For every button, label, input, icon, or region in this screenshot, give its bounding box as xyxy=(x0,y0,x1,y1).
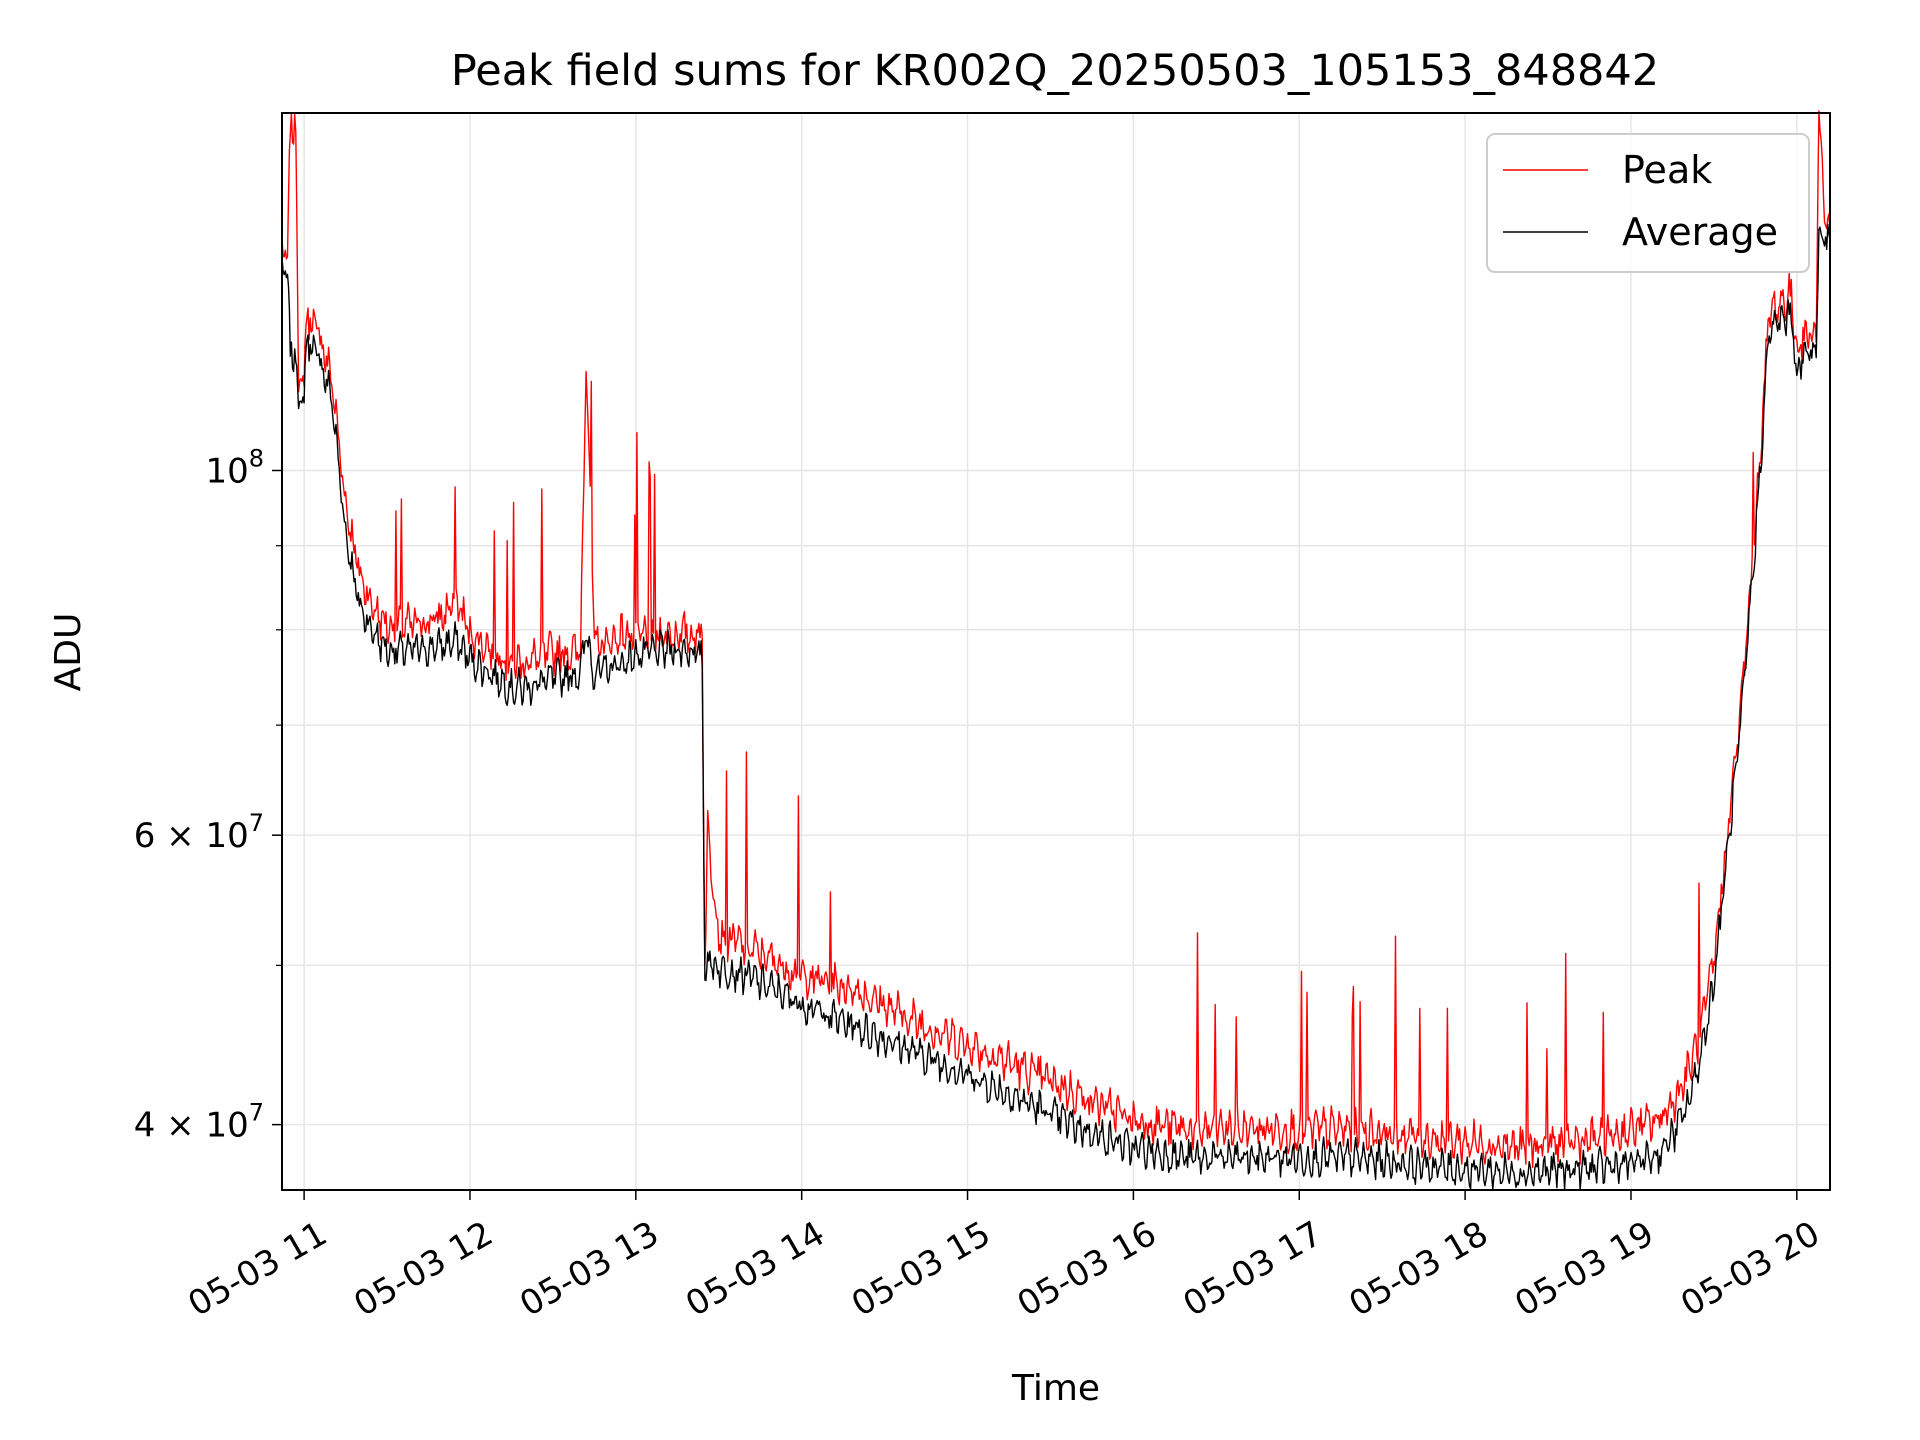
y-axis-label: ADU xyxy=(48,613,89,692)
y-tick-label: 4 × 107 xyxy=(134,1099,264,1146)
y-tick-times: × 10 xyxy=(155,1106,248,1146)
legend: Peak Average xyxy=(1486,133,1810,273)
y-tick-times: × 10 xyxy=(155,816,248,856)
series-line-peak xyxy=(281,110,1831,1169)
y-tick-label: 6 × 107 xyxy=(134,809,264,856)
grid xyxy=(282,113,1830,1190)
x-axis-label: Time xyxy=(1011,1368,1100,1409)
y-tick-exponent: 8 xyxy=(249,444,264,472)
legend-label-average: Average xyxy=(1622,210,1778,254)
y-tick-exponent: 7 xyxy=(249,809,264,837)
y-tick-base: 10 xyxy=(205,451,248,491)
series-layer xyxy=(281,110,1831,1191)
legend-label-peak: Peak xyxy=(1622,148,1712,192)
y-tick-mantissa: 4 xyxy=(134,1106,156,1146)
y-tick-exponent: 7 xyxy=(249,1099,264,1127)
plot-frame xyxy=(281,112,1831,1191)
legend-box xyxy=(1486,133,1810,273)
y-tick-label: 108 xyxy=(205,444,264,491)
series-line-average xyxy=(281,223,1831,1191)
y-tick-mantissa: 6 xyxy=(134,816,156,856)
chart-title: Peak field sums for KR002Q_20250503_1051… xyxy=(451,46,1659,96)
